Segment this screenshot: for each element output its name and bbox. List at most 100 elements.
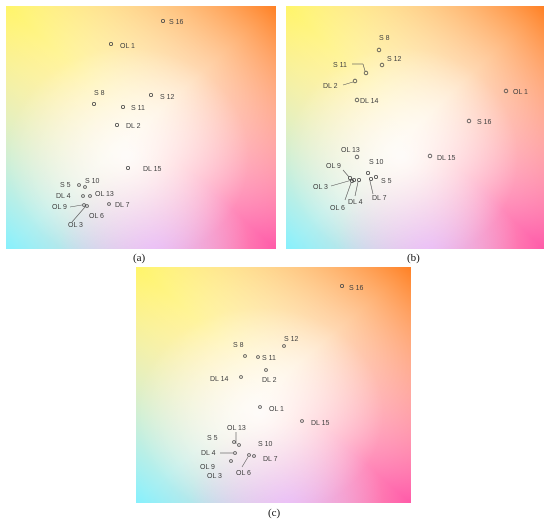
point-s11: S 11 bbox=[333, 62, 369, 76]
point-label: OL 3 bbox=[313, 184, 328, 191]
point-label: S 16 bbox=[477, 119, 492, 126]
point-s10: S 10 bbox=[83, 178, 100, 189]
point-s12: S 12 bbox=[148, 93, 175, 101]
point-ol1: OL 1 bbox=[109, 42, 135, 50]
point-s10: S 10 bbox=[237, 441, 273, 448]
point-dl4: DL 4 bbox=[348, 177, 363, 206]
point-label: S 12 bbox=[160, 94, 175, 101]
panel-caption: (a) bbox=[133, 252, 146, 264]
point-s8: S 8 bbox=[92, 90, 105, 107]
point-label: S 12 bbox=[387, 56, 402, 63]
point-label: S 11 bbox=[131, 105, 145, 112]
panel-b: S 8 S 12 S 11 DL 2 DL 14 OL 1 S 16 OL 13… bbox=[286, 6, 544, 264]
point-dl14: DL 14 bbox=[210, 375, 243, 383]
point-s5: S 5 bbox=[373, 174, 392, 185]
point-dl2: DL 2 bbox=[115, 123, 141, 130]
point-label: S 8 bbox=[233, 342, 244, 349]
point-label: DL 15 bbox=[311, 420, 330, 427]
point-label: S 16 bbox=[169, 19, 184, 26]
point-label: S 5 bbox=[381, 178, 392, 185]
point-dl2: DL 2 bbox=[262, 368, 277, 384]
point-ol9: OL 9 bbox=[52, 203, 86, 211]
point-s12: S 12 bbox=[282, 336, 299, 348]
point-dl15: DL 15 bbox=[126, 165, 162, 173]
point-label: S 5 bbox=[60, 182, 71, 189]
panel-caption: (b) bbox=[407, 252, 420, 264]
point-dl2: DL 2 bbox=[323, 78, 358, 90]
point-label: DL 2 bbox=[262, 377, 277, 384]
point-label: DL 2 bbox=[323, 83, 338, 90]
point-dl7: DL 7 bbox=[252, 454, 278, 463]
point-label: OL 9 bbox=[326, 163, 341, 170]
panel-b-color-field bbox=[286, 6, 544, 249]
point-ol3: OL 3 bbox=[207, 473, 222, 480]
point-s12: S 12 bbox=[379, 56, 402, 68]
point-s5: S 5 bbox=[207, 435, 236, 444]
point-s8: S 8 bbox=[233, 342, 247, 358]
point-ol6: OL 6 bbox=[330, 178, 354, 212]
point-label: OL 13 bbox=[341, 147, 360, 154]
point-label: DL 15 bbox=[437, 155, 456, 162]
point-s16: S 16 bbox=[339, 283, 364, 292]
point-label: OL 13 bbox=[95, 191, 114, 198]
point-ol6: OL 6 bbox=[85, 204, 104, 220]
point-label: S 12 bbox=[284, 336, 299, 343]
point-label: S 5 bbox=[207, 435, 218, 442]
point-dl15: DL 15 bbox=[300, 419, 330, 427]
point-label: OL 6 bbox=[89, 213, 104, 220]
point-dl14: DL 14 bbox=[354, 97, 379, 105]
point-s11: S 11 bbox=[256, 355, 276, 362]
point-label: OL 1 bbox=[513, 89, 528, 96]
point-label: DL 4 bbox=[348, 199, 363, 206]
point-dl7: DL 7 bbox=[107, 202, 130, 209]
point-s11: S 11 bbox=[121, 105, 145, 112]
point-ol3: OL 3 bbox=[313, 177, 356, 191]
point-label: OL 9 bbox=[200, 464, 215, 471]
point-dl4: DL 4 bbox=[56, 193, 85, 200]
panel-a: S 16 OL 1 S 8 S 12 S 11 DL 2 DL 15 S 5 S… bbox=[6, 6, 276, 264]
point-label: S 8 bbox=[94, 90, 105, 97]
point-ol1: OL 1 bbox=[258, 405, 284, 413]
point-label: OL 3 bbox=[207, 473, 222, 480]
point-s16: S 16 bbox=[160, 18, 184, 26]
point-label: DL 2 bbox=[126, 123, 141, 130]
point-label: OL 9 bbox=[52, 204, 67, 211]
point-dl7: DL 7 bbox=[368, 176, 387, 202]
panel-a-color-field bbox=[6, 6, 276, 249]
point-label: OL 6 bbox=[330, 205, 345, 212]
point-label: S 10 bbox=[258, 441, 273, 448]
point-label: DL 7 bbox=[263, 456, 278, 463]
point-label: S 10 bbox=[85, 178, 100, 185]
point-ol3: OL 3 bbox=[68, 206, 86, 229]
point-dl4: DL 4 bbox=[201, 450, 237, 457]
point-ol6: OL 6 bbox=[236, 453, 251, 477]
point-ol13: OL 13 bbox=[341, 147, 360, 160]
point-s8: S 8 bbox=[376, 35, 390, 53]
point-label: DL 14 bbox=[210, 376, 229, 383]
point-label: DL 4 bbox=[56, 193, 71, 200]
point-label: OL 1 bbox=[120, 43, 135, 50]
panel-c-color-field bbox=[136, 267, 411, 503]
point-s16: S 16 bbox=[466, 118, 492, 126]
point-label: DL 7 bbox=[372, 195, 387, 202]
point-dl15: DL 15 bbox=[427, 153, 456, 162]
point-ol9: OL 9 bbox=[326, 163, 352, 180]
point-label: DL 7 bbox=[115, 202, 130, 209]
point-ol1: OL 1 bbox=[503, 88, 528, 96]
point-label: OL 13 bbox=[227, 425, 246, 432]
point-label: OL 1 bbox=[269, 406, 284, 413]
point-label: DL 15 bbox=[143, 166, 162, 173]
panel-caption: (c) bbox=[268, 507, 281, 519]
point-label: S 10 bbox=[369, 159, 384, 166]
point-label: DL 14 bbox=[360, 98, 379, 105]
point-s10: S 10 bbox=[365, 159, 384, 175]
point-ol13: OL 13 bbox=[88, 191, 114, 198]
point-ol13: OL 13 bbox=[227, 425, 246, 444]
point-label: OL 6 bbox=[236, 470, 251, 477]
point-label: S 11 bbox=[262, 355, 276, 362]
point-label: S 8 bbox=[379, 35, 390, 42]
point-label: OL 3 bbox=[68, 222, 83, 229]
panel-c: S 16 S 12 S 8 S 11 DL 2 DL 14 OL 1 DL 15… bbox=[136, 267, 411, 519]
point-label: DL 4 bbox=[201, 450, 216, 457]
